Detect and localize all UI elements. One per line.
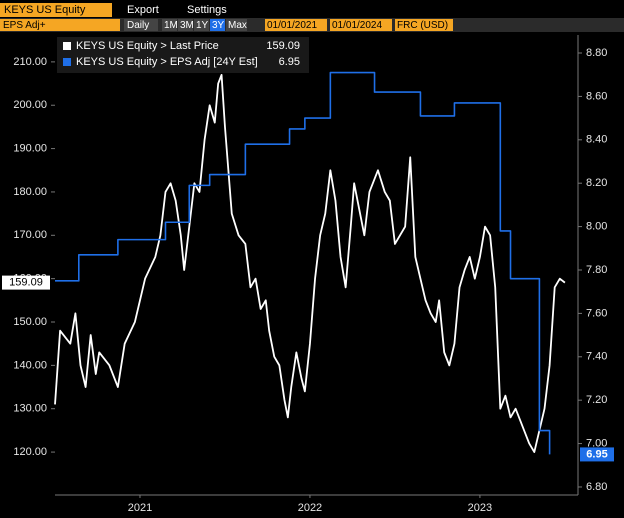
security-box[interactable] [0,3,112,17]
menu-item[interactable]: Export [127,4,159,16]
y-tick-label: 140.00 [13,359,47,371]
range-label[interactable]: 1M [164,20,178,31]
legend-swatch [63,58,71,66]
last-value-label: 159.09 [9,277,43,289]
y2-tick-label: 7.40 [586,351,607,363]
range-label[interactable]: 3Y [212,20,225,31]
y2-tick-label: 7.00 [586,437,607,449]
y-tick-label: 120.00 [13,446,47,458]
range-button[interactable] [226,19,247,31]
y2-tick-label: 7.60 [586,307,607,319]
legend-value: 159.09 [266,40,300,52]
field[interactable]: EPS Adj+ [3,20,46,31]
y-tick-label: 210.00 [13,56,47,68]
range-button[interactable] [162,19,177,31]
range-button[interactable] [210,19,225,31]
field-box[interactable] [0,19,120,31]
y-tick-label: 200.00 [13,99,47,111]
y-tick-label: 130.00 [13,403,47,415]
y-tick-label: 150.00 [13,316,47,328]
range-button[interactable] [178,19,193,31]
currency[interactable]: FRC (USD) [397,20,448,31]
y2-tick-label: 8.20 [586,177,607,189]
legend-swatch [63,42,71,50]
y2-tick-label: 6.80 [586,481,607,493]
legend-label: KEYS US Equity > EPS Adj [24Y Est] [76,56,258,68]
y-tick-label: 190.00 [13,142,47,154]
legend [57,37,309,73]
range-label[interactable]: 3M [180,20,194,31]
start-box[interactable] [265,19,327,31]
last-value-label: 6.95 [586,448,607,460]
range-label[interactable]: 1Y [196,20,209,31]
end-box[interactable] [330,19,392,31]
y-tick-label: 170.00 [13,229,47,241]
series-line [55,71,551,455]
legend-label: KEYS US Equity > Last Price [76,40,219,52]
range-label[interactable]: Max [228,20,247,31]
currency-box[interactable] [395,19,453,31]
series-line [54,73,566,453]
end-date[interactable]: 01/01/2024 [332,20,382,31]
range-button[interactable] [194,19,209,31]
start-date[interactable]: 01/01/2021 [267,20,317,31]
period[interactable]: Daily [127,20,149,31]
y2-tick-label: 8.80 [586,47,607,59]
y2-tick-label: 8.40 [586,134,607,146]
x-tick-label: 2021 [128,502,152,514]
y-tick-label: 180.00 [13,186,47,198]
security[interactable]: KEYS US Equity [4,4,86,16]
y2-tick-label: 7.20 [586,394,607,406]
x-tick-label: 2022 [298,502,322,514]
y2-tick-label: 8.60 [586,90,607,102]
x-tick-label: 2023 [468,502,492,514]
menu-item[interactable]: Settings [187,4,227,16]
toolbar [0,0,624,17]
last-value-tag [580,447,614,462]
y2-tick-label: 7.80 [586,264,607,276]
period-box[interactable] [124,19,158,31]
last-value-tag [2,275,50,290]
y2-tick-label: 8.00 [586,221,607,233]
legend-value: 6.95 [279,56,300,68]
